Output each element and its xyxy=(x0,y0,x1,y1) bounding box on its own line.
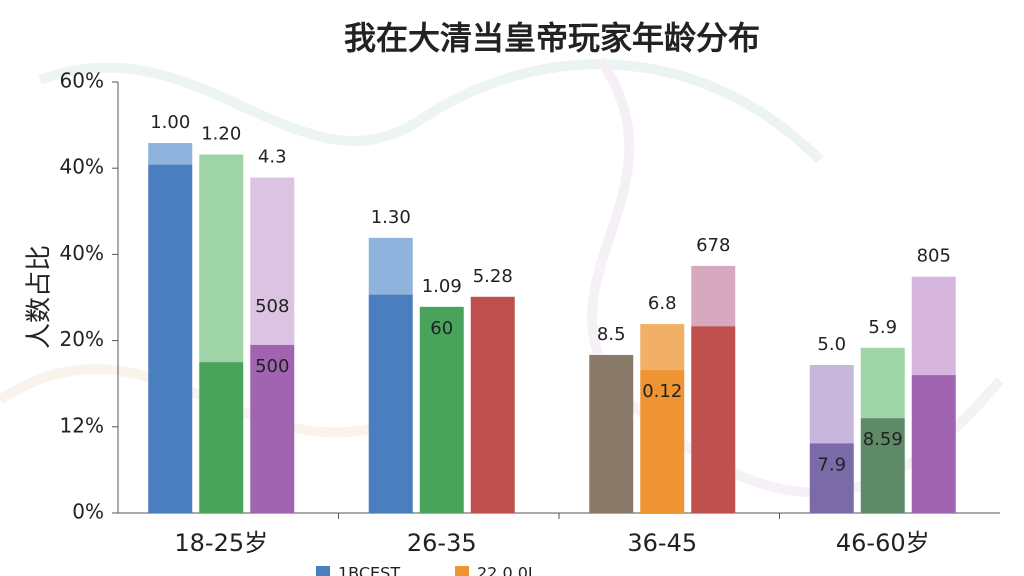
y-tick-label: 60% xyxy=(60,69,104,93)
y-tick-label: 40% xyxy=(60,155,104,179)
x-tick-label: 26-35 xyxy=(407,529,477,557)
bar-lower xyxy=(148,164,193,513)
data-label: 5.9 xyxy=(868,317,897,338)
bar-lower xyxy=(368,294,413,513)
bar-upper xyxy=(911,276,956,376)
y-axis-title: 人数占比 xyxy=(25,245,55,349)
data-label: 4.3 xyxy=(258,147,287,168)
data-label: 0.12 xyxy=(642,381,682,402)
data-label: 805 xyxy=(917,246,951,267)
data-label: 1.09 xyxy=(422,276,462,297)
data-label: 8.5 xyxy=(597,324,626,345)
data-label: 508 xyxy=(255,296,289,317)
bar-lower xyxy=(809,443,854,513)
legend-label: 1BCEST xyxy=(338,564,400,576)
bar-upper xyxy=(860,347,905,419)
bar-lower xyxy=(911,375,956,513)
x-tick-label: 18-25岁 xyxy=(174,529,268,557)
data-label: 8.59 xyxy=(863,429,903,450)
data-label: 500 xyxy=(255,356,289,377)
bar-lower xyxy=(640,370,685,513)
data-label: 678 xyxy=(696,235,730,256)
bar-upper xyxy=(691,265,736,327)
y-tick-label: 20% xyxy=(60,327,104,351)
bar-lower xyxy=(691,326,736,513)
bar-upper xyxy=(250,177,295,345)
bar-lower xyxy=(860,418,905,513)
y-tick-label: 0% xyxy=(72,500,104,524)
legend-swatch xyxy=(316,566,330,576)
bar-upper xyxy=(148,143,193,165)
data-label: 1.20 xyxy=(201,124,241,145)
bar-lower xyxy=(199,362,244,513)
x-tick-label: 36-45 xyxy=(627,529,697,557)
data-label: 60 xyxy=(430,318,453,339)
data-label: 5.28 xyxy=(473,266,513,287)
data-label: 1.30 xyxy=(371,207,411,228)
bar xyxy=(470,296,515,513)
bar-upper xyxy=(199,154,244,363)
bar-upper xyxy=(809,365,854,444)
y-tick-label: 12% xyxy=(60,413,104,437)
x-tick-label: 46-60岁 xyxy=(836,529,930,557)
data-label: 7.9 xyxy=(817,454,846,475)
y-tick-label: 40% xyxy=(60,241,104,265)
bar xyxy=(419,306,464,513)
data-label: 1.00 xyxy=(150,112,190,133)
data-label: 6.8 xyxy=(648,293,677,314)
legend-swatch xyxy=(455,566,469,576)
chart-title: 我在大清当皇帝玩家年龄分布 xyxy=(344,19,760,57)
legend-label: 22.0.0L xyxy=(477,564,537,576)
bar-upper xyxy=(368,237,413,295)
bar xyxy=(589,354,634,513)
bar-lower xyxy=(250,344,295,513)
bar-upper xyxy=(640,324,685,371)
data-label: 5.0 xyxy=(817,334,846,355)
